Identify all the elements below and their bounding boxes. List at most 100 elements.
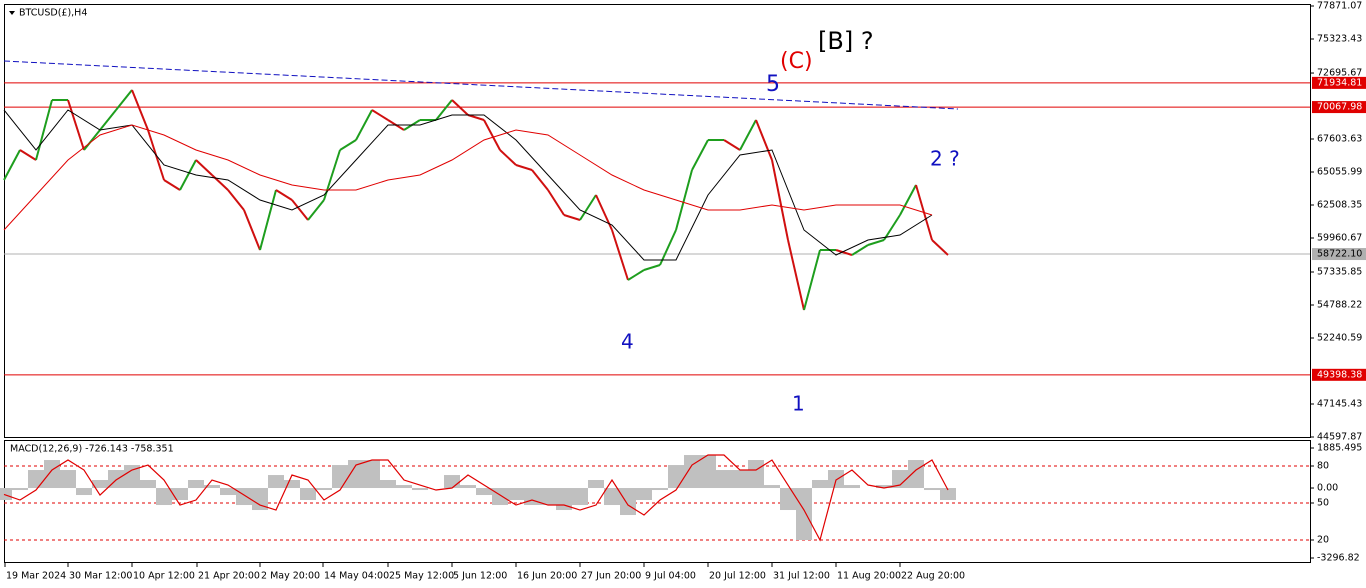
y-tick-label: 62508.35 <box>1317 199 1362 210</box>
macd-bar <box>620 488 636 516</box>
macd-bar <box>844 485 860 489</box>
price-level-label: 71934.81 <box>1317 77 1362 88</box>
x-tick-label: 11 Aug 20:00 <box>837 571 901 582</box>
macd-bar <box>492 488 508 506</box>
wave-label: 2 ? <box>930 147 960 171</box>
macd-bar <box>604 488 620 506</box>
price-segment <box>355 109 373 141</box>
indicator-panel <box>4 440 1311 563</box>
x-tick-label: 22 Aug 20:00 <box>901 571 965 582</box>
x-tick-label: 16 Jun 20:00 <box>517 571 577 582</box>
macd-bar <box>156 488 172 506</box>
macd-bar <box>92 480 108 489</box>
wave-label: 1 <box>792 392 805 416</box>
x-tick-label: 21 Apr 20:00 <box>198 571 260 582</box>
macd-bar <box>140 480 156 489</box>
x-tick-label: 20 Jul 12:00 <box>709 571 766 582</box>
price-segment <box>19 149 37 161</box>
wave-label: 5 <box>766 72 780 97</box>
x-tick-label: 5 Jun 12:00 <box>453 571 507 582</box>
macd-bar <box>0 488 12 501</box>
price-segment <box>691 139 709 171</box>
y-tick-label: 50 <box>1317 498 1329 509</box>
y-tick-label: 67603.63 <box>1317 133 1362 144</box>
macd-bar <box>460 485 476 489</box>
price-panel <box>4 4 1311 438</box>
macd-bar <box>636 488 652 501</box>
price-segment <box>755 119 773 161</box>
x-tick-label: 27 Jun 20:00 <box>581 571 641 582</box>
macd-bar <box>364 460 380 489</box>
macd-bar <box>268 475 284 489</box>
x-tick-label: 19 Mar 2024 <box>6 571 66 582</box>
macd-bar <box>300 488 316 501</box>
macd-bar <box>124 465 140 489</box>
macd-bar <box>780 488 796 511</box>
wave-label: [B] ? <box>818 27 874 55</box>
price-segment <box>803 249 821 311</box>
price-segment <box>195 159 213 176</box>
price-segment <box>371 109 389 121</box>
x-tick-label: 25 May 12:00 <box>389 571 454 582</box>
price-segment <box>723 139 741 151</box>
price-segment <box>435 99 453 121</box>
macd-bar <box>12 488 28 491</box>
price-segment <box>3 149 21 181</box>
y-tick-label: 47145.43 <box>1317 399 1362 410</box>
macd-bar <box>508 488 524 501</box>
macd-bar <box>572 488 588 506</box>
price-segment <box>131 89 149 131</box>
price-segment <box>563 214 581 221</box>
price-level-label: 49398.38 <box>1317 369 1362 380</box>
price-segment <box>835 249 853 256</box>
symbol-menu-icon[interactable] <box>9 11 15 15</box>
macd-bar <box>716 470 732 489</box>
trendline <box>3 60 959 110</box>
y-tick-label: -3296.82 <box>1317 553 1360 564</box>
price-segment <box>115 89 133 111</box>
macd-bar <box>876 485 892 489</box>
price-segment <box>611 229 629 281</box>
macd-bar <box>348 460 364 489</box>
price-segment <box>227 189 245 211</box>
price-segment <box>83 129 101 151</box>
macd-bar <box>700 455 716 489</box>
y-tick-label: 75323.43 <box>1317 33 1362 44</box>
macd-bar <box>204 485 220 489</box>
price-segment <box>531 169 549 191</box>
macd-bar <box>684 455 700 489</box>
price-segment <box>867 239 885 246</box>
y-tick-label: 57335.85 <box>1317 266 1362 277</box>
x-tick-label: 30 Mar 12:00 <box>69 571 132 582</box>
x-tick-label: 14 May 04:00 <box>324 571 389 582</box>
price-segment <box>883 214 901 241</box>
macd-bar <box>236 488 252 506</box>
moving-average <box>3 124 933 231</box>
price-level-tag <box>1312 76 1366 89</box>
price-segment <box>851 244 869 256</box>
y-tick-label: 20 <box>1317 534 1329 545</box>
y-tick-label: 52240.59 <box>1317 332 1362 343</box>
moving-average <box>3 109 933 261</box>
macd-bar <box>668 465 684 489</box>
wave-label: (C) <box>780 49 813 74</box>
price-segment <box>179 159 197 191</box>
price-segment <box>67 99 85 151</box>
y-tick-label: 72695.67 <box>1317 68 1362 79</box>
macd-bar <box>892 470 908 489</box>
macd-bar <box>252 488 268 511</box>
macd-bar <box>588 480 604 489</box>
x-tick-label: 10 Apr 12:00 <box>133 571 195 582</box>
x-tick-label: 9 Jul 04:00 <box>645 571 696 582</box>
price-segment <box>483 119 501 151</box>
price-segment <box>627 269 645 281</box>
price-segment <box>99 109 117 131</box>
price-segment <box>307 199 325 221</box>
price-segment <box>243 209 261 251</box>
macd-bar <box>524 488 540 506</box>
price-segment <box>547 189 565 216</box>
macd-bar <box>220 488 236 496</box>
macd-bar <box>44 460 60 489</box>
